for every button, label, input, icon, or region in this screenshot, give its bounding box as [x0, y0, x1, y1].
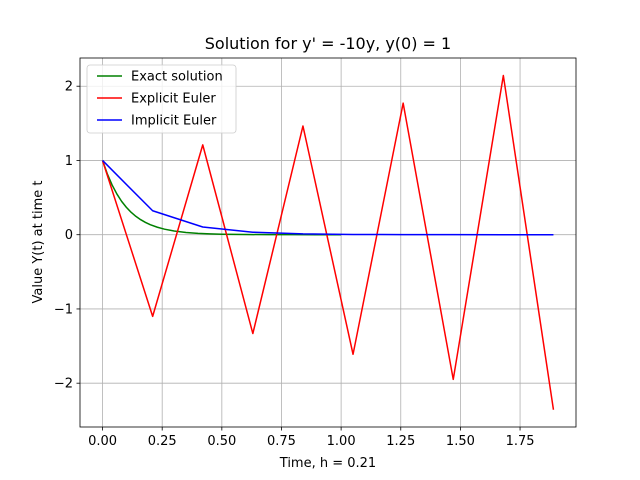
plot-frame: [79, 57, 577, 428]
legend: Exact solution Explicit Euler Implicit Eul…: [86, 64, 237, 134]
y-axis-label: Value Y(t) at time t: [31, 181, 46, 304]
x-tick-label: 1.25: [386, 434, 415, 449]
series-line-exact-solution: [101, 160, 342, 236]
legend-label-explicit-euler: Explicit Euler: [131, 92, 216, 107]
x-tick-label: 1.00: [327, 434, 356, 449]
y-tick-label: −1: [54, 302, 73, 317]
y-tick-label: 0: [65, 228, 73, 243]
legend-label-exact-solution: Exact solution: [131, 70, 223, 85]
y-tick-label: 1: [65, 154, 73, 169]
x-tick-label: 1.50: [446, 434, 475, 449]
legend-box: [86, 64, 237, 134]
chart-title: Solution for y' = -10y, y(0) = 1: [205, 34, 451, 53]
x-tick-label: 0.00: [88, 434, 117, 449]
x-tick-label: 1.75: [506, 434, 535, 449]
x-tick-label: 0.75: [267, 434, 296, 449]
y-tick-label: −2: [54, 377, 73, 392]
x-tick-label: 0.50: [207, 434, 236, 449]
axis-ticks: 0.00 0.25 0.50 0.75 1.00 1.25 1.50 1.75 −2 −1 0 1 2: [54, 80, 535, 449]
legend-label-implicit-euler: Implicit Euler: [131, 114, 217, 129]
series-line-implicit-euler: [102, 159, 554, 236]
y-tick-label: 2: [65, 80, 73, 95]
x-tick-label: 0.25: [148, 434, 177, 449]
x-axis-label: Time, h = 0.21: [279, 456, 376, 471]
series-line-explicit-euler: [101, 74, 555, 410]
series-layer: [101, 74, 555, 410]
